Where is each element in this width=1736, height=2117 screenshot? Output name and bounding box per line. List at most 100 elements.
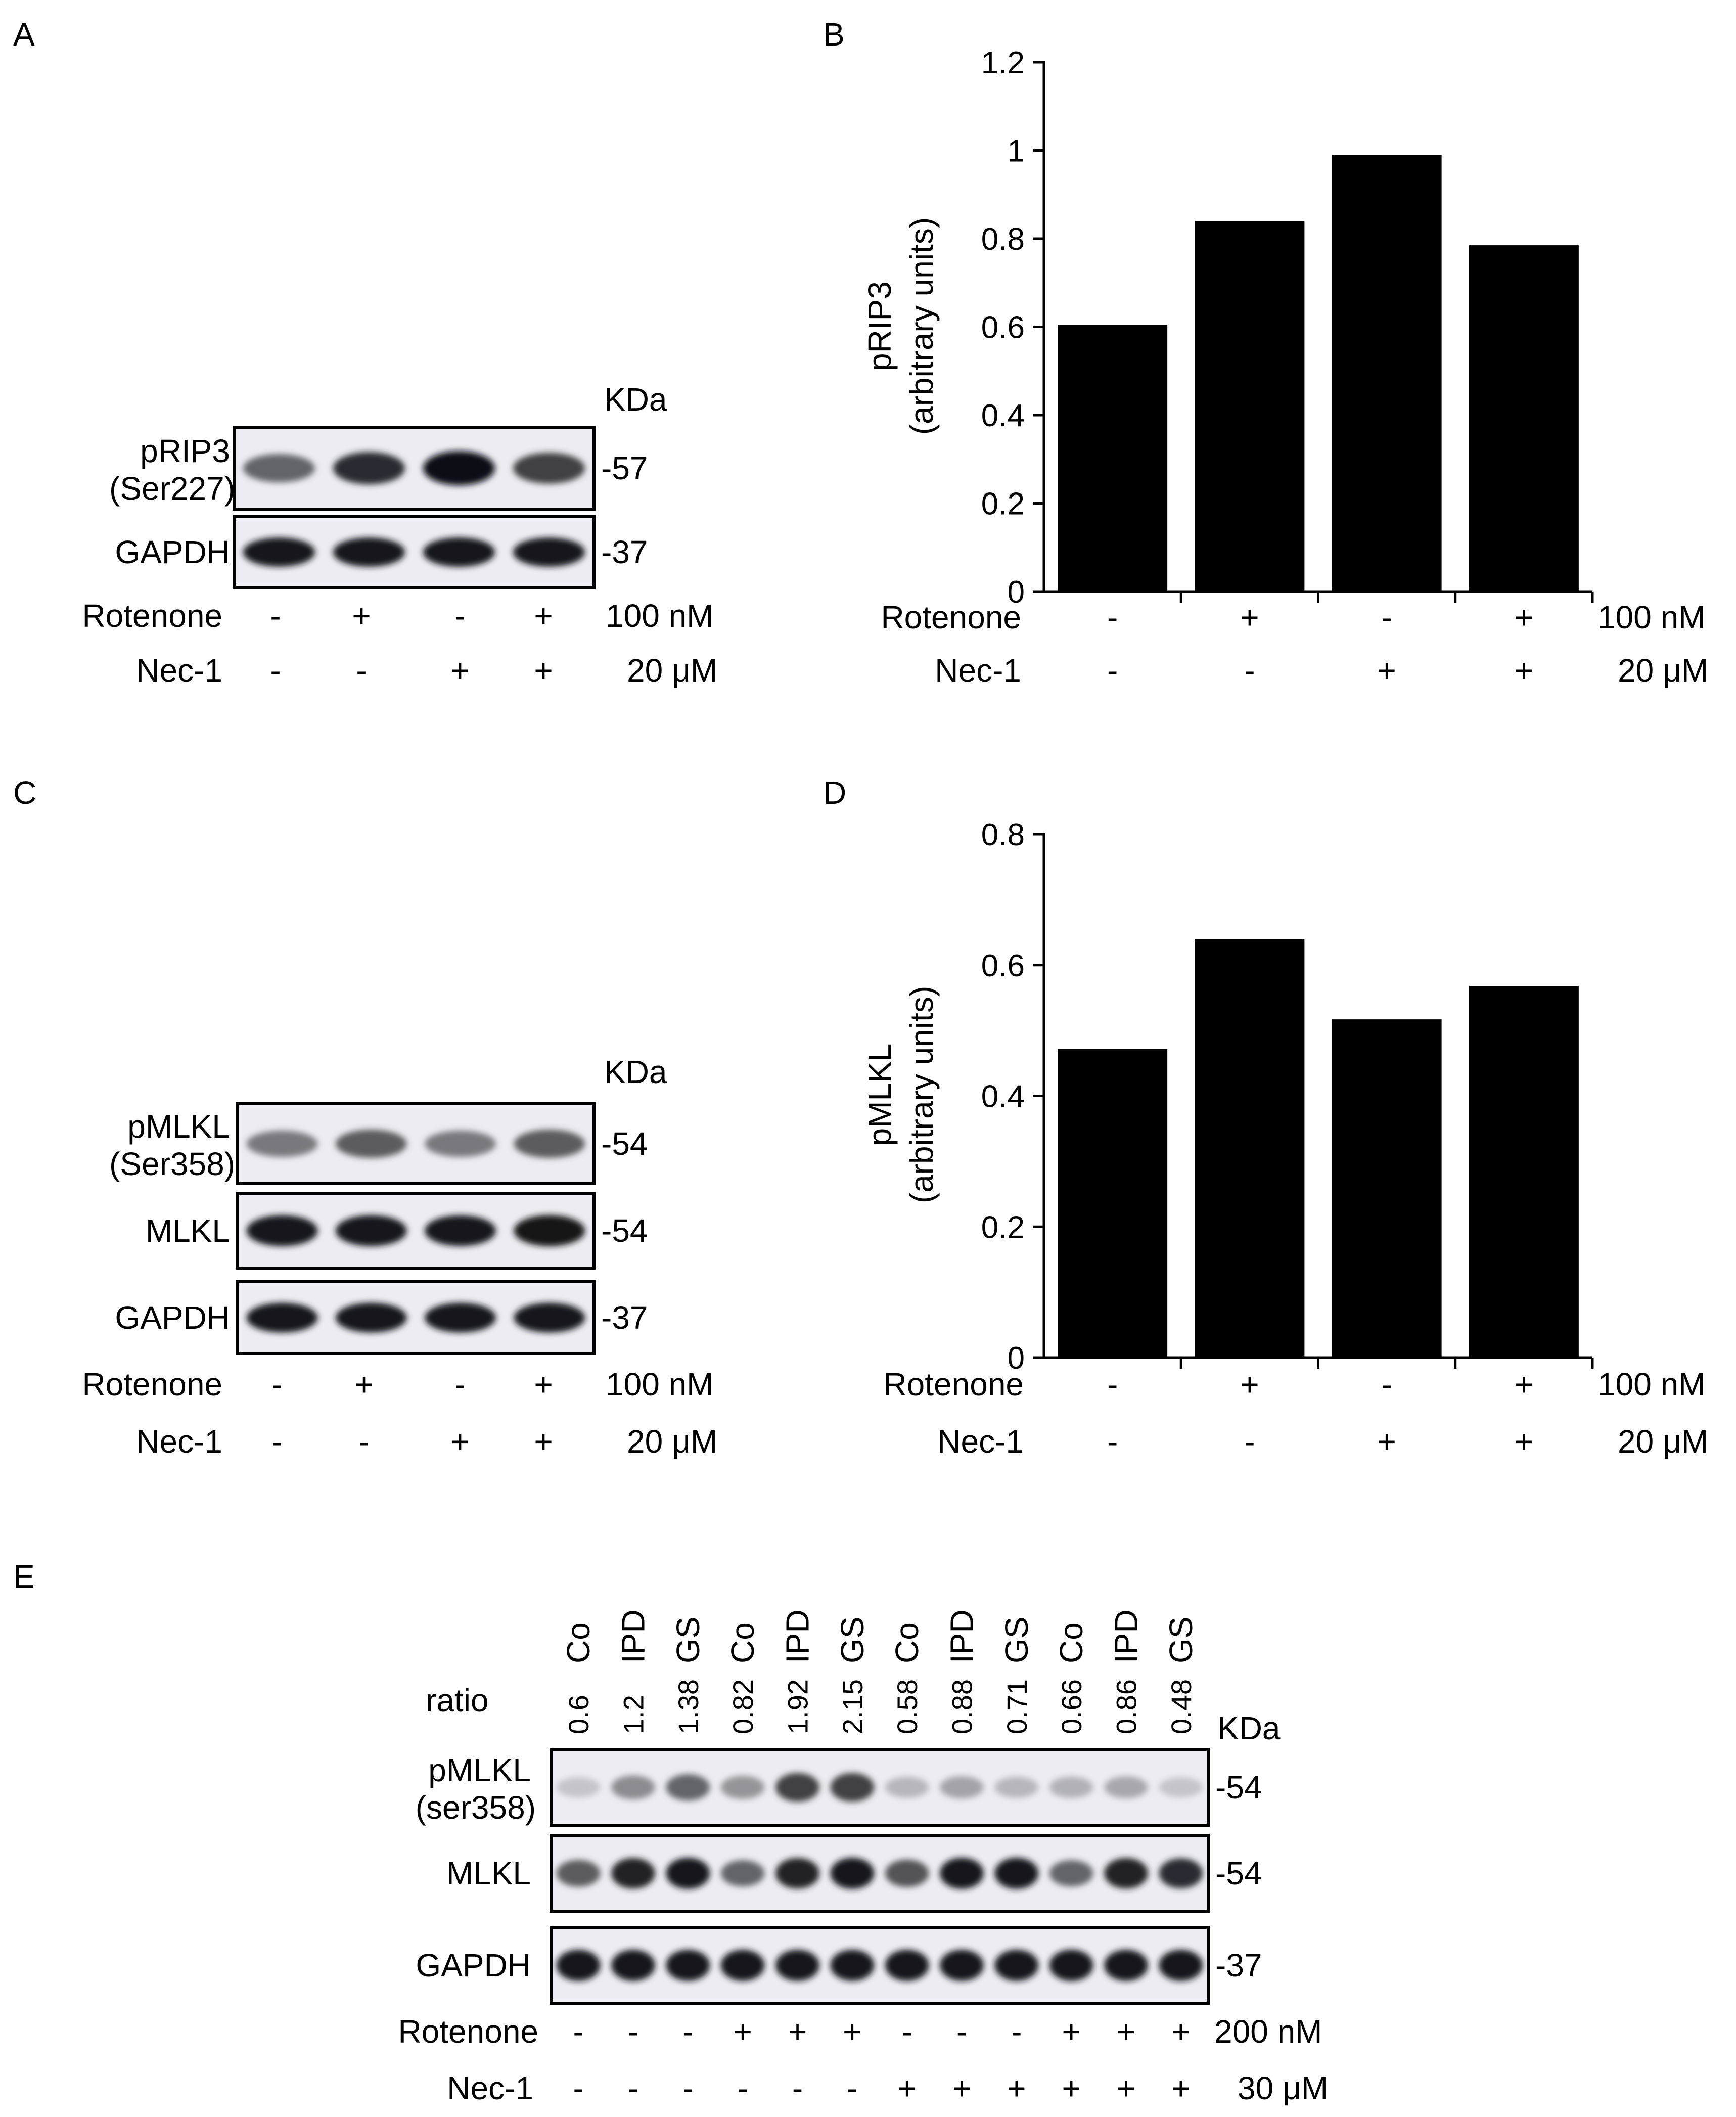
kda-header: KDa xyxy=(1217,1710,1281,1746)
treatment-sign: + xyxy=(1062,2013,1080,2050)
protein-band xyxy=(1049,1949,1093,1981)
treatment-sign: + xyxy=(1062,2070,1080,2106)
bar-chart-d: 0 0.2 0.4 0.6 0.8 pMLKL (arbitrary units) Ro… xyxy=(861,818,1708,1460)
protein-band xyxy=(775,1773,819,1802)
treatment-sign: + xyxy=(1515,1423,1533,1460)
y-tick-label: 0 xyxy=(1008,575,1025,610)
kda-header: KDa xyxy=(604,381,667,418)
ratio-value: 1.38 xyxy=(672,1679,704,1734)
protein-band xyxy=(720,1860,765,1887)
lane-label: Co xyxy=(560,1622,597,1663)
ratio-value: 0.71 xyxy=(1001,1679,1033,1734)
band-label: GAPDH xyxy=(115,1299,230,1336)
blot-frame xyxy=(550,1748,1210,1827)
ratio-value: 0.88 xyxy=(946,1679,978,1734)
protein-band xyxy=(830,1773,875,1802)
y-tick-label: 0.4 xyxy=(981,398,1025,433)
treatment-sign: - xyxy=(902,2013,912,2050)
protein-band xyxy=(514,1129,585,1158)
protein-band xyxy=(333,537,405,567)
protein-band xyxy=(556,1777,601,1798)
kda-header: KDa xyxy=(604,1054,667,1090)
band-label-site: (Ser227) xyxy=(109,470,235,507)
ratio-value: 0.86 xyxy=(1111,1679,1143,1734)
protein-band xyxy=(423,451,495,486)
y-tick-label: 0.4 xyxy=(981,1079,1025,1114)
lane-label: IPD xyxy=(944,1609,980,1663)
y-tick-label: 0 xyxy=(1008,1341,1025,1376)
lane-label: GS xyxy=(998,1617,1035,1663)
protein-band xyxy=(514,1302,585,1333)
nec1-label: Nec-1 xyxy=(136,652,222,689)
lane-label: Co xyxy=(1053,1622,1089,1663)
ratio-value: 1.92 xyxy=(782,1679,814,1734)
rotenone-concentration: 100 nM xyxy=(1597,599,1705,636)
band-label: MLKL xyxy=(446,1855,531,1891)
treatment-sign: - xyxy=(573,2070,584,2106)
nec1-label: Nec-1 xyxy=(136,1423,222,1460)
protein-band xyxy=(513,537,585,567)
treatment-sign: + xyxy=(534,1423,553,1460)
protein-band xyxy=(830,1858,875,1889)
protein-band xyxy=(994,1777,1039,1798)
treatment-sign: + xyxy=(534,1366,553,1403)
treatment-sign: - xyxy=(682,2013,693,2050)
lane-label: GS xyxy=(670,1617,706,1663)
band-label: pMLKL xyxy=(428,1752,531,1788)
treatment-sign: - xyxy=(738,2070,748,2106)
treatment-sign: - xyxy=(573,2013,584,2050)
protein-band xyxy=(335,1215,407,1246)
ratio-value: 2.15 xyxy=(837,1679,869,1734)
rotenone-concentration: 100 nM xyxy=(606,1366,713,1403)
treatment-sign: - xyxy=(956,2013,967,2050)
treatment-sign: + xyxy=(733,2013,752,2050)
protein-band xyxy=(246,1302,318,1333)
ratio-value: 1.2 xyxy=(618,1695,650,1734)
y-axis-label-line1: pMLKL xyxy=(861,1044,898,1146)
protein-band xyxy=(556,1860,601,1887)
protein-band xyxy=(720,1950,765,1981)
treatment-sign: - xyxy=(1381,599,1392,636)
protein-band xyxy=(1049,1860,1093,1887)
treatment-sign: - xyxy=(1011,2013,1022,2050)
rotenone-label: Rotenone xyxy=(398,2013,538,2050)
band-label: GAPDH xyxy=(416,1947,531,1984)
protein-band xyxy=(243,454,315,483)
treatment-sign: + xyxy=(354,1366,373,1403)
bar xyxy=(1195,939,1305,1358)
bar xyxy=(1058,325,1168,592)
rotenone-concentration: 100 nM xyxy=(606,598,713,634)
molecular-weight: -37 xyxy=(1215,1947,1262,1984)
western-blot-c: KDa pMLKL(Ser358) -54 MLKL -54 GAPDH -37 Rote… xyxy=(82,1054,717,1460)
treatment-sign: + xyxy=(1171,2070,1190,2106)
protein-band xyxy=(1159,1777,1203,1798)
treatment-sign: - xyxy=(454,598,465,634)
lane-label: IPD xyxy=(615,1609,652,1663)
treatment-sign: - xyxy=(358,1423,369,1460)
protein-band xyxy=(775,1950,819,1981)
ratio-value: 0.66 xyxy=(1056,1679,1087,1734)
protein-band xyxy=(513,453,585,484)
protein-band xyxy=(246,1130,318,1157)
lane-label: IPD xyxy=(780,1609,816,1663)
molecular-weight: -37 xyxy=(601,1299,648,1336)
y-axis-label-line1: pRIP3 xyxy=(861,281,898,371)
band-label-site: (Ser358) xyxy=(109,1146,235,1182)
y-axis-label-line2: (arbitrary units) xyxy=(903,986,940,1203)
treatment-sign: - xyxy=(628,2013,638,2050)
protein-band xyxy=(611,1950,655,1981)
protein-band xyxy=(830,1950,875,1981)
y-tick-label: 1.2 xyxy=(981,46,1025,80)
ratio-value: 0.82 xyxy=(727,1679,759,1734)
protein-band xyxy=(720,1775,765,1799)
molecular-weight: -37 xyxy=(601,534,648,570)
rotenone-label: Rotenone xyxy=(881,599,1021,636)
treatment-sign: + xyxy=(843,2013,861,2050)
nec1-concentration: 20 μM xyxy=(627,652,717,689)
treatment-sign: + xyxy=(788,2013,807,2050)
y-tick-label: 0.6 xyxy=(981,949,1025,983)
nec1-concentration: 20 μM xyxy=(1618,1423,1708,1460)
treatment-sign: + xyxy=(1007,2070,1026,2106)
y-tick-label: 0.2 xyxy=(981,487,1025,522)
treatment-sign: + xyxy=(1515,652,1533,689)
